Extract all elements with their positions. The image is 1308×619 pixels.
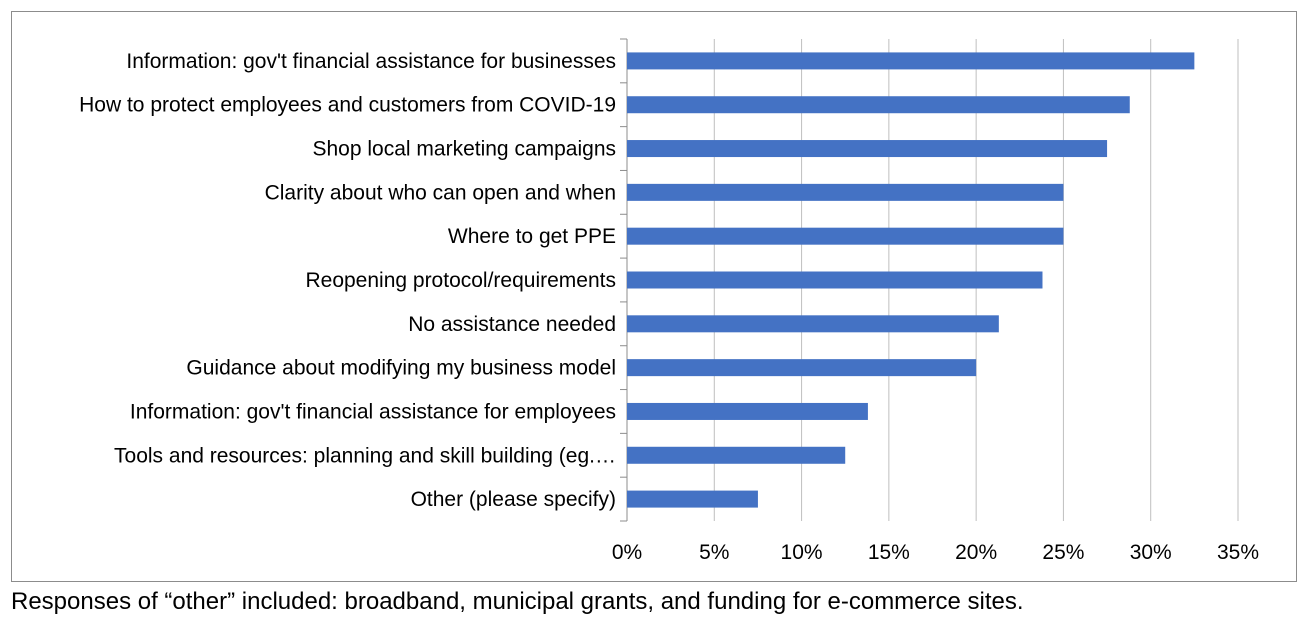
x-tick-label: 10% [781,541,823,564]
x-tick-label: 25% [1042,541,1084,564]
bar [627,140,1108,158]
category-label: Information: gov't financial assistance … [130,400,616,423]
bar [627,227,1064,245]
bar [627,490,758,508]
category-label: Where to get PPE [448,225,616,248]
category-label: No assistance needed [408,313,616,336]
category-label: Reopening protocol/requirements [305,269,616,292]
bar [627,183,1064,201]
bar [627,52,1195,70]
x-tick-label: 30% [1130,541,1172,564]
bar [627,271,1043,289]
x-tick-label: 5% [699,541,729,564]
footnote: Responses of “other” included: broadband… [11,588,1024,615]
bar [627,402,868,420]
category-label: Tools and resources: planning and skill … [114,444,616,467]
bar-chart: Information: gov't financial assistance … [79,38,1259,564]
category-label: How to protect employees and customers f… [79,94,616,117]
x-tick-label: 35% [1217,541,1259,564]
bar [627,446,846,464]
category-label: Other (please specify) [411,488,616,511]
bar [627,359,977,377]
bar [627,96,1130,114]
category-label: Clarity about who can open and when [265,181,616,204]
x-tick-label: 15% [868,541,910,564]
x-tick-label: 20% [955,541,997,564]
category-label: Guidance about modifying my business mod… [186,357,616,380]
chart-frame: Information: gov't financial assistance … [11,11,1297,582]
x-tick-label: 0% [612,541,642,564]
bar [627,315,999,333]
category-label: Shop local marketing campaigns [313,138,617,161]
category-label: Information: gov't financial assistance … [126,50,616,73]
